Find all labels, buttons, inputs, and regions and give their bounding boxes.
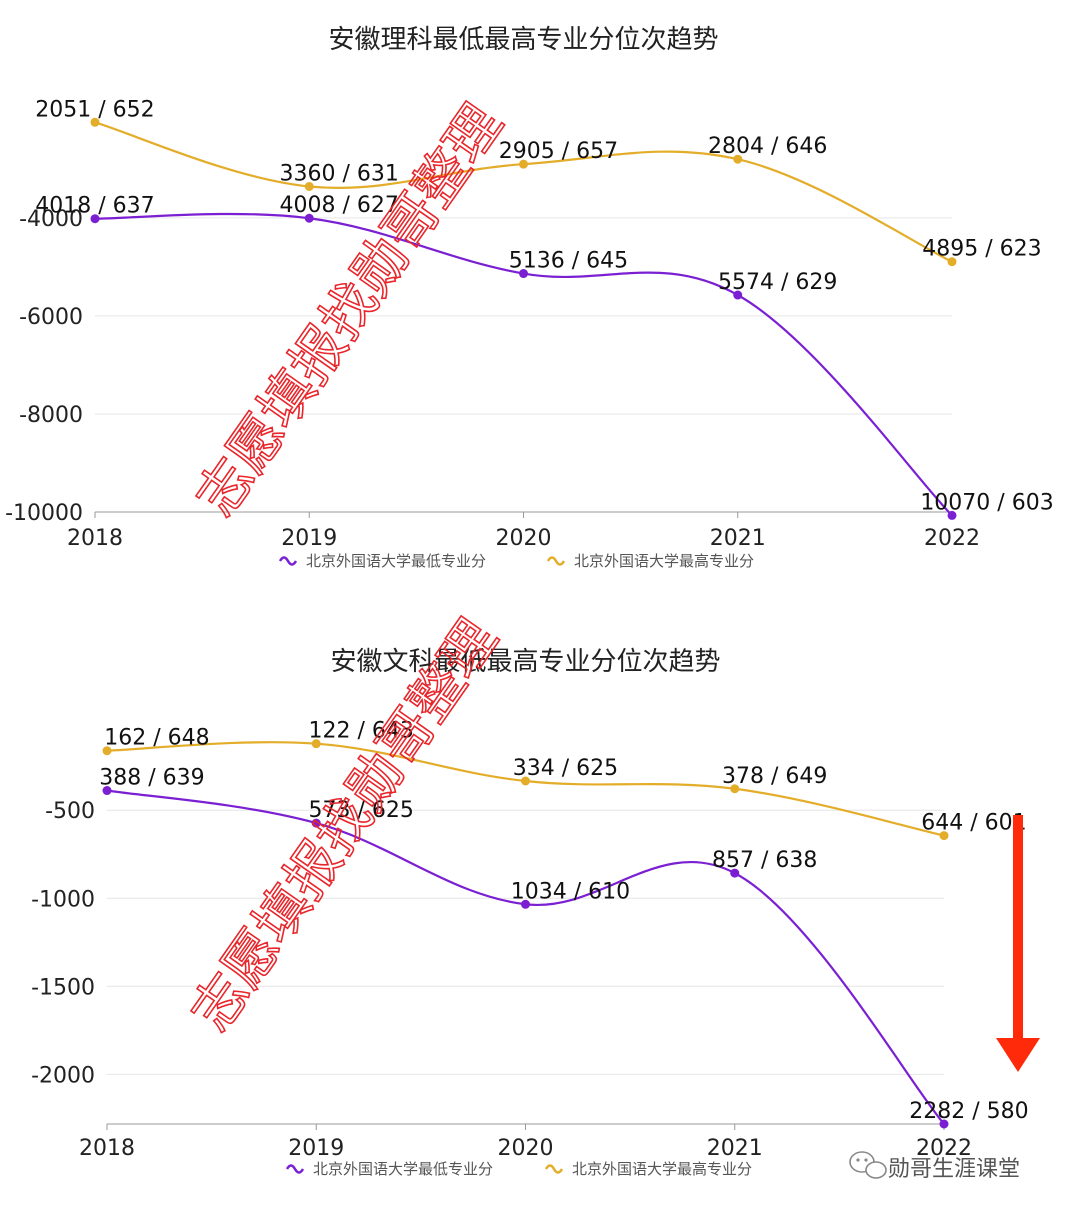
- data-point-max: [730, 784, 740, 794]
- data-label-max: 2905 / 657: [499, 139, 618, 164]
- data-label-min: 1034 / 610: [511, 879, 630, 904]
- y-tick-label: -6000: [19, 305, 83, 330]
- legend-item-min[interactable]: 北京外国语大学最低专业分: [278, 552, 486, 570]
- legend-label: 北京外国语大学最高专业分: [572, 1160, 752, 1178]
- x-tick-label: 2021: [707, 1136, 763, 1161]
- data-point-max: [733, 154, 743, 164]
- data-point-max: [521, 776, 530, 786]
- y-tick-label: -1500: [31, 975, 95, 1000]
- x-tick-label: 2018: [67, 526, 123, 551]
- legend-swatch-icon: [278, 556, 298, 566]
- y-tick-label: -1000: [31, 887, 95, 912]
- data-point-min: [521, 899, 530, 909]
- x-tick-label: 2018: [79, 1136, 135, 1161]
- data-point-max: [90, 117, 100, 127]
- x-tick-label: 2020: [498, 1136, 554, 1161]
- data-label-min: 4018 / 637: [35, 194, 154, 219]
- data-point-max: [304, 181, 314, 191]
- data-label-max: 378 / 649: [722, 764, 827, 789]
- data-label-max: 3360 / 631: [280, 161, 399, 186]
- chart-liberal-arts: 安徽文科最低最高专业分位次趋势 -500 -1000 -1500 -2000 2018 20…: [31, 647, 1029, 1178]
- footer-brand: 勋哥生涯课堂: [849, 1151, 1020, 1182]
- footer-brand-text: 勋哥生涯课堂: [888, 1157, 1020, 1182]
- x-tick-label: 2022: [924, 526, 980, 551]
- data-point-min: [733, 290, 743, 300]
- data-label-max: 2804 / 646: [708, 134, 827, 159]
- legend-label: 北京外国语大学最高专业分: [574, 552, 754, 570]
- data-label-min: 388 / 639: [99, 766, 204, 791]
- y-tick-label: -2000: [31, 1063, 95, 1088]
- x-tick-label: 2020: [496, 526, 552, 551]
- data-point-min: [947, 510, 957, 520]
- y-tick-label: -10000: [5, 501, 83, 526]
- data-label-max: 122 / 643: [309, 719, 414, 744]
- legend-item-max[interactable]: 北京外国语大学最高专业分: [544, 1160, 752, 1178]
- data-point-max: [947, 257, 957, 267]
- data-label-max: 162 / 648: [104, 726, 209, 751]
- x-tick-label: 2019: [288, 1136, 344, 1161]
- data-label-max: 644 / 601: [921, 811, 1026, 836]
- data-point-max: [102, 746, 112, 756]
- watermark-text: 志愿填报找勋哥整理: [184, 93, 514, 527]
- data-point-max: [311, 739, 321, 749]
- data-label-min: 857 / 638: [712, 848, 817, 873]
- x-tick-label: 2021: [710, 526, 766, 551]
- data-point-min: [311, 818, 321, 828]
- data-label-min: 5136 / 645: [509, 249, 628, 274]
- data-point-min: [304, 213, 314, 223]
- y-tick-label: -8000: [19, 403, 83, 428]
- legend-swatch-icon: [546, 556, 566, 566]
- x-tick-label: 2022: [916, 1136, 972, 1161]
- wechat-icon: [849, 1151, 887, 1179]
- data-point-max: [519, 159, 528, 169]
- data-label-min: 2282 / 580: [909, 1099, 1028, 1124]
- data-label-max: 2051 / 652: [35, 97, 154, 122]
- watermark-science: 志愿填报找勋哥整理: [183, 92, 515, 528]
- data-label-max: 4895 / 623: [922, 237, 1041, 262]
- data-point-min: [90, 214, 100, 224]
- data-point-min: [519, 269, 528, 279]
- data-point-min: [102, 786, 112, 796]
- data-label-max: 334 / 625: [513, 756, 618, 781]
- x-tick-label: 2019: [281, 526, 337, 551]
- legend-label: 北京外国语大学最低专业分: [306, 552, 486, 570]
- data-point-min: [730, 868, 740, 878]
- data-label-min: 4008 / 627: [280, 193, 399, 218]
- legend-label: 北京外国语大学最低专业分: [313, 1160, 493, 1178]
- chart-title: 安徽理科最低最高专业分位次趋势: [328, 25, 718, 55]
- data-point-max: [939, 831, 949, 841]
- legend-item-min[interactable]: 北京外国语大学最低专业分: [285, 1160, 493, 1178]
- data-label-min: 573 / 625: [309, 798, 414, 823]
- legend-swatch-icon: [544, 1164, 564, 1174]
- series-line-min: [94, 212, 953, 517]
- legend-item-max[interactable]: 北京外国语大学最高专业分: [546, 552, 754, 570]
- data-label-min: 5574 / 629: [718, 270, 837, 295]
- legend-swatch-icon: [285, 1164, 305, 1174]
- y-tick-label: -4000: [19, 207, 83, 232]
- series-line-min: [106, 789, 945, 1125]
- y-tick-label: -500: [45, 799, 95, 824]
- data-label-min: 10070 / 603: [920, 490, 1053, 515]
- data-point-min: [939, 1119, 949, 1129]
- chart-title: 安徽文科最低最高专业分位次趋势: [330, 647, 720, 677]
- chart-science: 安徽理科最低最高专业分位次趋势 -4000 -6000 -8000 -100002018…: [5, 25, 1054, 570]
- red-down-arrow-icon: [996, 815, 1040, 1072]
